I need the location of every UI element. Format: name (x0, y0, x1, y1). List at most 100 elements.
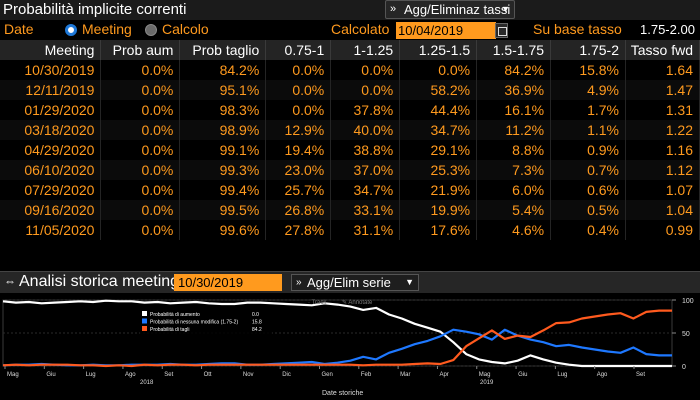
table-cell: 34.7% (330, 180, 401, 200)
table-cell: 4.9% (550, 80, 627, 100)
meeting-radio[interactable] (65, 24, 77, 36)
column-header[interactable]: 1.5-1.75 (476, 40, 552, 60)
table-cell: 1.1% (550, 120, 627, 140)
column-header[interactable]: 0.75-1 (265, 40, 332, 60)
year-label: 2019 (480, 380, 494, 386)
table-cell: 19.9% (399, 200, 478, 220)
title-bar: Probabilità implicite correnti » Agg/Eli… (0, 0, 700, 20)
table-cell: 0.9% (550, 140, 627, 160)
column-header[interactable]: Meeting (0, 40, 102, 60)
table-row[interactable]: 12/11/2019 0.0% 95.1% 0.0% 0.0% 58.2% 36.9% 4.9… (0, 80, 700, 100)
meeting-date-input[interactable]: 10/30/2019 (174, 274, 282, 291)
table-cell: 34.7% (399, 120, 478, 140)
table-cell: 0.0% (100, 180, 181, 200)
column-header[interactable]: Tasso fwd (625, 40, 700, 60)
meeting-date-cell: 09/16/2020 (0, 200, 102, 220)
legend-swatch (142, 311, 147, 316)
table-cell: 0.99 (625, 220, 700, 240)
table-cell: 16.1% (476, 100, 552, 120)
table-cell: 0.7% (550, 160, 627, 180)
table-cell: 25.7% (265, 180, 332, 200)
table-cell: 44.4% (399, 100, 478, 120)
date-label: Date (4, 21, 34, 37)
table-cell: 40.0% (330, 120, 401, 140)
column-header[interactable]: 1.75-2 (550, 40, 627, 60)
column-header[interactable]: 1.25-1.5 (399, 40, 478, 60)
x-axis-label: Date storiche (322, 390, 363, 397)
x-tick-label: Set (164, 372, 173, 378)
add-remove-series-button[interactable]: » Agg/Elim serie ▼ (291, 274, 419, 291)
table-cell: 25.3% (399, 160, 478, 180)
calendar-icon[interactable] (495, 23, 508, 38)
column-header[interactable]: Prob aum (100, 40, 181, 60)
table-cell: 0.0% (100, 60, 181, 80)
annotate-tool[interactable]: ✎ Annotate (342, 299, 373, 306)
table-cell: 0.0% (100, 160, 181, 180)
table-cell: 15.8% (550, 60, 627, 80)
table-row[interactable]: 03/18/2020 0.0% 98.9% 12.9% 40.0% 34.7% 11.2% 1… (0, 120, 700, 140)
table-cell: 26.8% (265, 200, 332, 220)
table-cell: 27.8% (265, 220, 332, 240)
table-cell: 58.2% (399, 80, 478, 100)
table-cell: 0.0% (265, 100, 332, 120)
x-tick-label: Gen (322, 372, 333, 378)
calcolato-date-input[interactable]: 10/04/2019 (396, 22, 496, 39)
calcolo-radio-label[interactable]: Calcolo (162, 21, 209, 37)
table-cell: 5.4% (476, 200, 552, 220)
table-cell: 37.8% (330, 100, 401, 120)
table-cell: 0.0% (100, 220, 181, 240)
calcolo-radio[interactable] (145, 24, 157, 36)
table-cell: 1.31 (625, 100, 700, 120)
table-cell: 36.9% (476, 80, 552, 100)
x-tick-label: Mag (479, 372, 491, 378)
meeting-date-cell: 10/30/2019 (0, 60, 102, 80)
table-cell: 38.8% (330, 140, 401, 160)
table-cell: 17.6% (399, 220, 478, 240)
table-cell: 19.4% (265, 140, 332, 160)
table-cell: 99.5% (179, 200, 267, 220)
add-remove-rates-label: Agg/Eliminaz tassi (404, 2, 511, 17)
add-remove-rates-button[interactable]: » Agg/Eliminaz tassi ▼ (385, 0, 515, 19)
table-cell: 0.0% (330, 60, 401, 80)
track-tool[interactable]: · Track (308, 300, 327, 306)
table-row[interactable]: 09/16/2020 0.0% 99.5% 26.8% 33.1% 19.9% 5.4% 0.… (0, 200, 700, 220)
table-cell: 1.04 (625, 200, 700, 220)
table-row[interactable]: 10/30/2019 0.0% 84.2% 0.0% 0.0% 0.0% 84.2% 15.8… (0, 60, 700, 80)
table-row[interactable]: 06/10/2020 0.0% 99.3% 23.0% 37.0% 25.3% 7.3% 0.… (0, 160, 700, 180)
table-cell: 0.0% (399, 60, 478, 80)
table-cell: 0.0% (100, 100, 181, 120)
year-label: 2018 (140, 380, 154, 386)
legend-swatch (142, 326, 147, 331)
x-tick-label: Feb (361, 372, 372, 378)
table-cell: 11.2% (476, 120, 552, 140)
table-cell: 99.4% (179, 180, 267, 200)
table-cell: 98.3% (179, 100, 267, 120)
table-cell: 0.6% (550, 180, 627, 200)
table-cell: 6.0% (476, 180, 552, 200)
series-line (2, 299, 672, 368)
table-row[interactable]: 01/29/2020 0.0% 98.3% 0.0% 37.8% 44.4% 16.1% 1.… (0, 100, 700, 120)
table-cell: 21.9% (399, 180, 478, 200)
meeting-date-cell: 03/18/2020 (0, 120, 102, 140)
meeting-date-cell: 12/11/2019 (0, 80, 102, 100)
meeting-radio-label[interactable]: Meeting (82, 21, 132, 37)
legend-box (140, 310, 272, 338)
probabilities-table: Meeting Prob aum Prob taglio 0.75-1 1-1.25 1.… (0, 40, 700, 240)
section-title: Analisi storica meeting (19, 273, 180, 290)
collapse-toggle-icon[interactable]: ⇔ (4, 274, 16, 288)
x-tick-label: Nov (243, 372, 254, 378)
table-cell: 23.0% (265, 160, 332, 180)
table-row[interactable]: 07/29/2020 0.0% 99.4% 25.7% 34.7% 21.9% 6.0% 0.… (0, 180, 700, 200)
series-line (2, 328, 672, 367)
legend-label: Probabilità di aumento (150, 312, 200, 318)
column-header[interactable]: 1-1.25 (330, 40, 401, 60)
table-cell: 99.1% (179, 140, 267, 160)
x-tick-label: Ago (597, 372, 608, 378)
table-row[interactable]: 04/29/2020 0.0% 99.1% 19.4% 38.8% 29.1% 8.8% 0.… (0, 140, 700, 160)
table-cell: 99.3% (179, 160, 267, 180)
table-row[interactable]: 11/05/2020 0.0% 99.6% 27.8% 31.1% 17.6% 4.6% 0.… (0, 220, 700, 240)
column-header[interactable]: Prob taglio (179, 40, 267, 60)
su-base-label: Su base tasso (533, 21, 622, 37)
table-cell: 84.2% (476, 60, 552, 80)
calcolato-label: Calcolato (331, 21, 390, 37)
